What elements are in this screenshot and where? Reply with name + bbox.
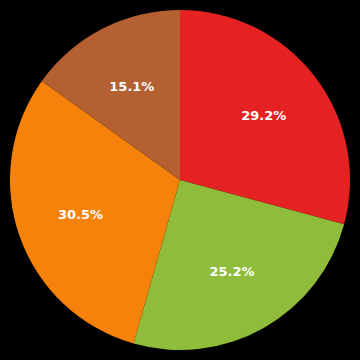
svg-text:15.1%: 15.1% (109, 79, 154, 94)
svg-text:29.2%: 29.2% (241, 108, 286, 123)
svg-text:25.2%: 25.2% (209, 264, 254, 279)
svg-text:30.5%: 30.5% (58, 207, 103, 222)
